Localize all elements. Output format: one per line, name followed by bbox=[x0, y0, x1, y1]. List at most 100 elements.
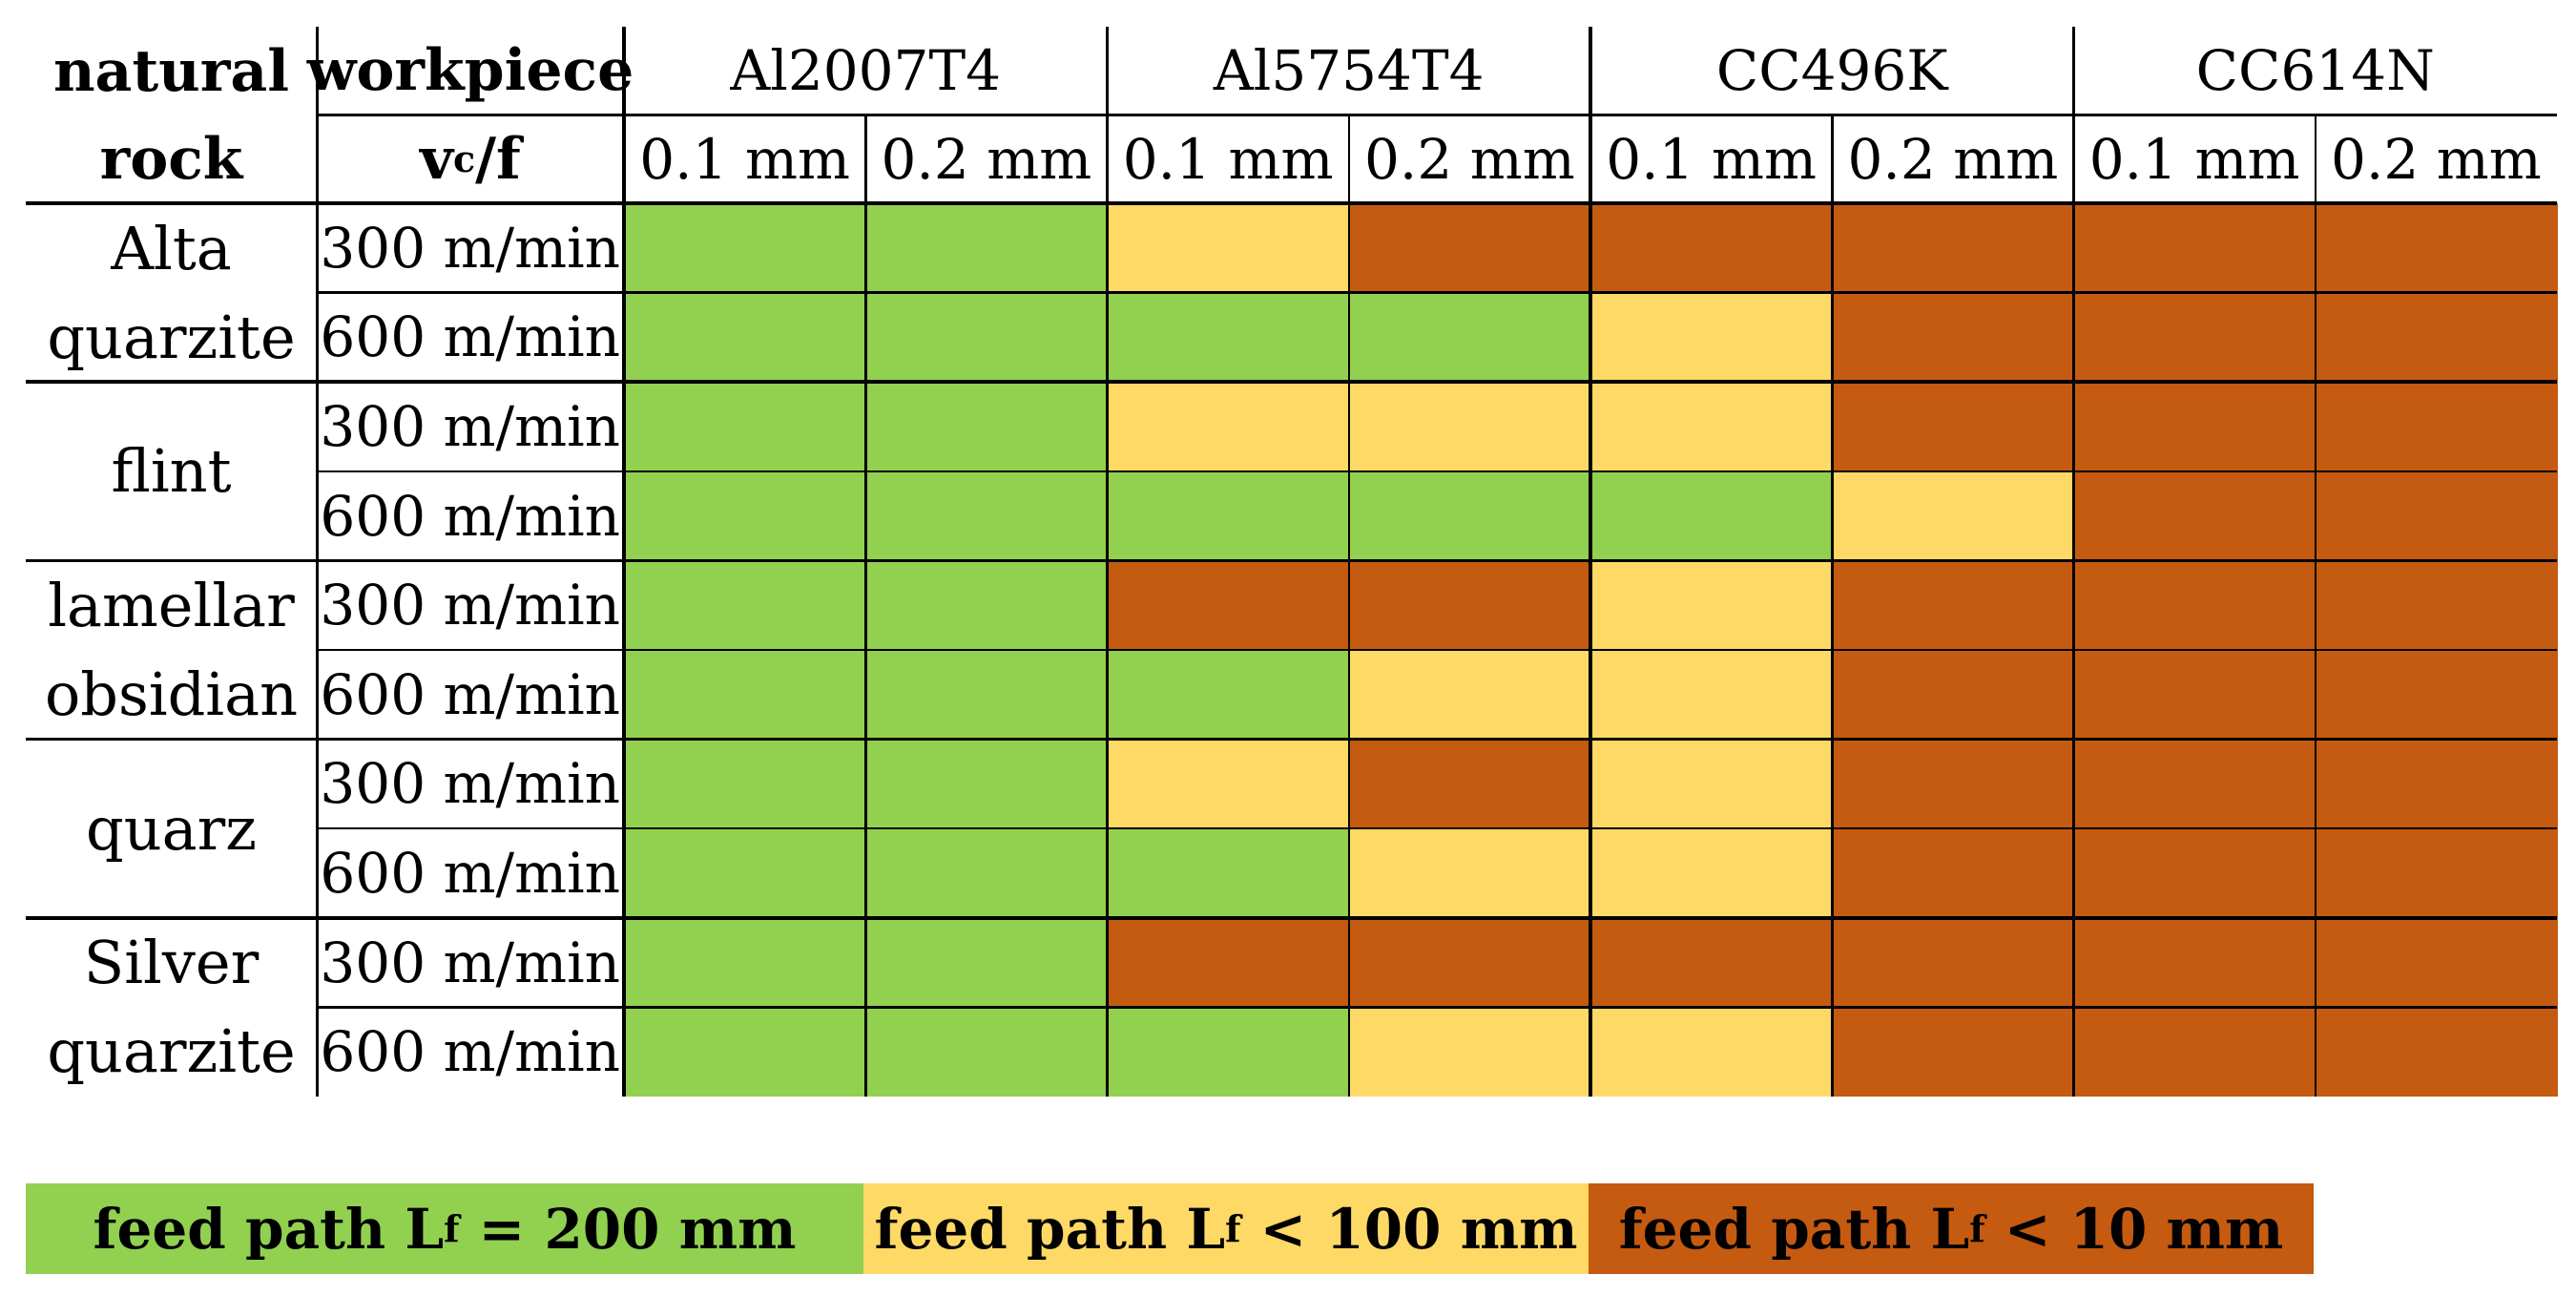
feed-header: 0.1 mm bbox=[1122, 126, 1334, 192]
result-cell-yellow bbox=[1832, 470, 2074, 561]
result-cell-green bbox=[1107, 650, 1350, 741]
feed-header: 0.2 mm bbox=[1364, 126, 1575, 192]
feed-header: 0.1 mm bbox=[639, 126, 850, 192]
grid-line bbox=[622, 27, 626, 1097]
result-cell-orange bbox=[1832, 917, 2074, 1008]
result-cell-green bbox=[1348, 292, 1591, 383]
grid-line bbox=[317, 470, 2557, 473]
grid-line bbox=[317, 1006, 2557, 1009]
grid-line bbox=[26, 201, 2557, 205]
result-cell-yellow bbox=[1590, 292, 1833, 383]
result-cell-green bbox=[624, 292, 866, 383]
grid-line bbox=[26, 558, 2557, 563]
result-cell-orange bbox=[1832, 828, 2074, 919]
result-cell-orange bbox=[1348, 203, 1591, 294]
result-cell-green bbox=[1348, 470, 1591, 561]
result-cell-orange bbox=[1832, 382, 2074, 472]
cutting-speed: 300 m/min bbox=[320, 751, 620, 817]
result-cell-green bbox=[624, 203, 866, 294]
rock-name: flint bbox=[111, 436, 232, 507]
result-cell-orange bbox=[2315, 739, 2558, 829]
result-cell-green bbox=[624, 650, 866, 741]
grid-line bbox=[26, 737, 2557, 742]
header-vc-sub: c bbox=[453, 137, 476, 180]
cutting-speed: 600 m/min bbox=[320, 661, 620, 727]
result-cell-green bbox=[1107, 828, 1350, 919]
result-cell-orange bbox=[2315, 1007, 2558, 1097]
result-cell-orange bbox=[2315, 203, 2558, 294]
result-cell-yellow bbox=[1107, 203, 1350, 294]
grid-line bbox=[1831, 115, 1834, 1097]
cutting-speed: 600 m/min bbox=[320, 840, 620, 906]
result-cell-green bbox=[865, 917, 1108, 1008]
result-cell-green bbox=[624, 1007, 866, 1097]
result-cell-orange bbox=[2315, 470, 2558, 561]
feed-header: 0.2 mm bbox=[2331, 126, 2542, 192]
header-vc-main: v bbox=[420, 125, 453, 193]
result-cell-green bbox=[865, 470, 1108, 561]
result-cell-orange bbox=[1832, 203, 2074, 294]
result-cell-green bbox=[624, 739, 866, 829]
cutting-speed: 300 m/min bbox=[320, 393, 620, 459]
result-cell-yellow bbox=[1590, 828, 1833, 919]
result-cell-orange bbox=[2073, 292, 2316, 383]
legend-text: feed path L bbox=[93, 1196, 445, 1262]
grid-line bbox=[864, 115, 867, 1097]
rock-name: quarz bbox=[86, 793, 257, 864]
result-cell-green bbox=[865, 382, 1108, 472]
result-cell-green bbox=[865, 560, 1108, 651]
grid-line bbox=[317, 291, 2557, 294]
result-cell-orange bbox=[1832, 292, 2074, 383]
result-cell-orange bbox=[2073, 917, 2316, 1008]
result-cell-orange bbox=[2073, 1007, 2316, 1097]
result-cell-orange bbox=[1107, 560, 1350, 651]
result-cell-orange bbox=[2315, 382, 2558, 472]
result-cell-orange bbox=[1832, 560, 2074, 651]
cutting-speed: 300 m/min bbox=[320, 930, 620, 995]
result-cell-orange bbox=[1348, 739, 1591, 829]
cutting-speed: 600 m/min bbox=[320, 304, 620, 370]
result-cell-yellow bbox=[1348, 382, 1591, 472]
result-cell-orange bbox=[1832, 1007, 2074, 1097]
result-cell-yellow bbox=[1590, 650, 1833, 741]
result-cell-yellow bbox=[1107, 739, 1350, 829]
cutting-speed: 300 m/min bbox=[320, 573, 620, 638]
grid-line bbox=[317, 113, 2557, 116]
feed-header: 0.2 mm bbox=[881, 126, 1092, 192]
legend-value: < 10 mm bbox=[1984, 1196, 2284, 1262]
grid-line bbox=[1589, 27, 1592, 1097]
legend-text: feed path L bbox=[1618, 1196, 1970, 1262]
feed-header: 0.1 mm bbox=[2088, 126, 2300, 192]
result-cell-orange bbox=[1590, 917, 1833, 1008]
result-cell-green bbox=[1107, 1007, 1350, 1097]
result-cell-orange bbox=[2315, 650, 2558, 741]
grid-line bbox=[1347, 115, 1350, 1097]
grid-line bbox=[2314, 115, 2316, 1097]
result-cell-yellow bbox=[1107, 382, 1350, 472]
result-cell-orange bbox=[1107, 917, 1350, 1008]
result-cell-green bbox=[1590, 470, 1833, 561]
grid-line bbox=[315, 27, 319, 1097]
grid-line bbox=[1105, 27, 1110, 1097]
result-cell-yellow bbox=[1590, 739, 1833, 829]
material-header-cc496k: CC496K bbox=[1715, 38, 1948, 103]
result-cell-green bbox=[865, 203, 1108, 294]
result-cell-green bbox=[624, 382, 866, 472]
result-cell-orange bbox=[2073, 650, 2316, 741]
result-cell-yellow bbox=[1590, 560, 1833, 651]
result-cell-orange bbox=[2315, 560, 2558, 651]
result-cell-orange bbox=[2073, 828, 2316, 919]
material-header-cc614n: CC614N bbox=[2195, 38, 2435, 103]
header-natural-rock: natural rock bbox=[26, 27, 317, 203]
result-cell-orange bbox=[1832, 739, 2074, 829]
result-cell-green bbox=[1107, 470, 1350, 561]
result-cell-green bbox=[624, 917, 866, 1008]
material-header-al2007t4: Al2007T4 bbox=[730, 38, 1002, 103]
feed-header: 0.2 mm bbox=[1847, 126, 2059, 192]
result-cell-yellow bbox=[1348, 1007, 1591, 1097]
result-cell-green bbox=[624, 828, 866, 919]
material-header-al5754t4: Al5754T4 bbox=[1213, 38, 1485, 103]
header-vc-end: /f bbox=[475, 125, 521, 193]
